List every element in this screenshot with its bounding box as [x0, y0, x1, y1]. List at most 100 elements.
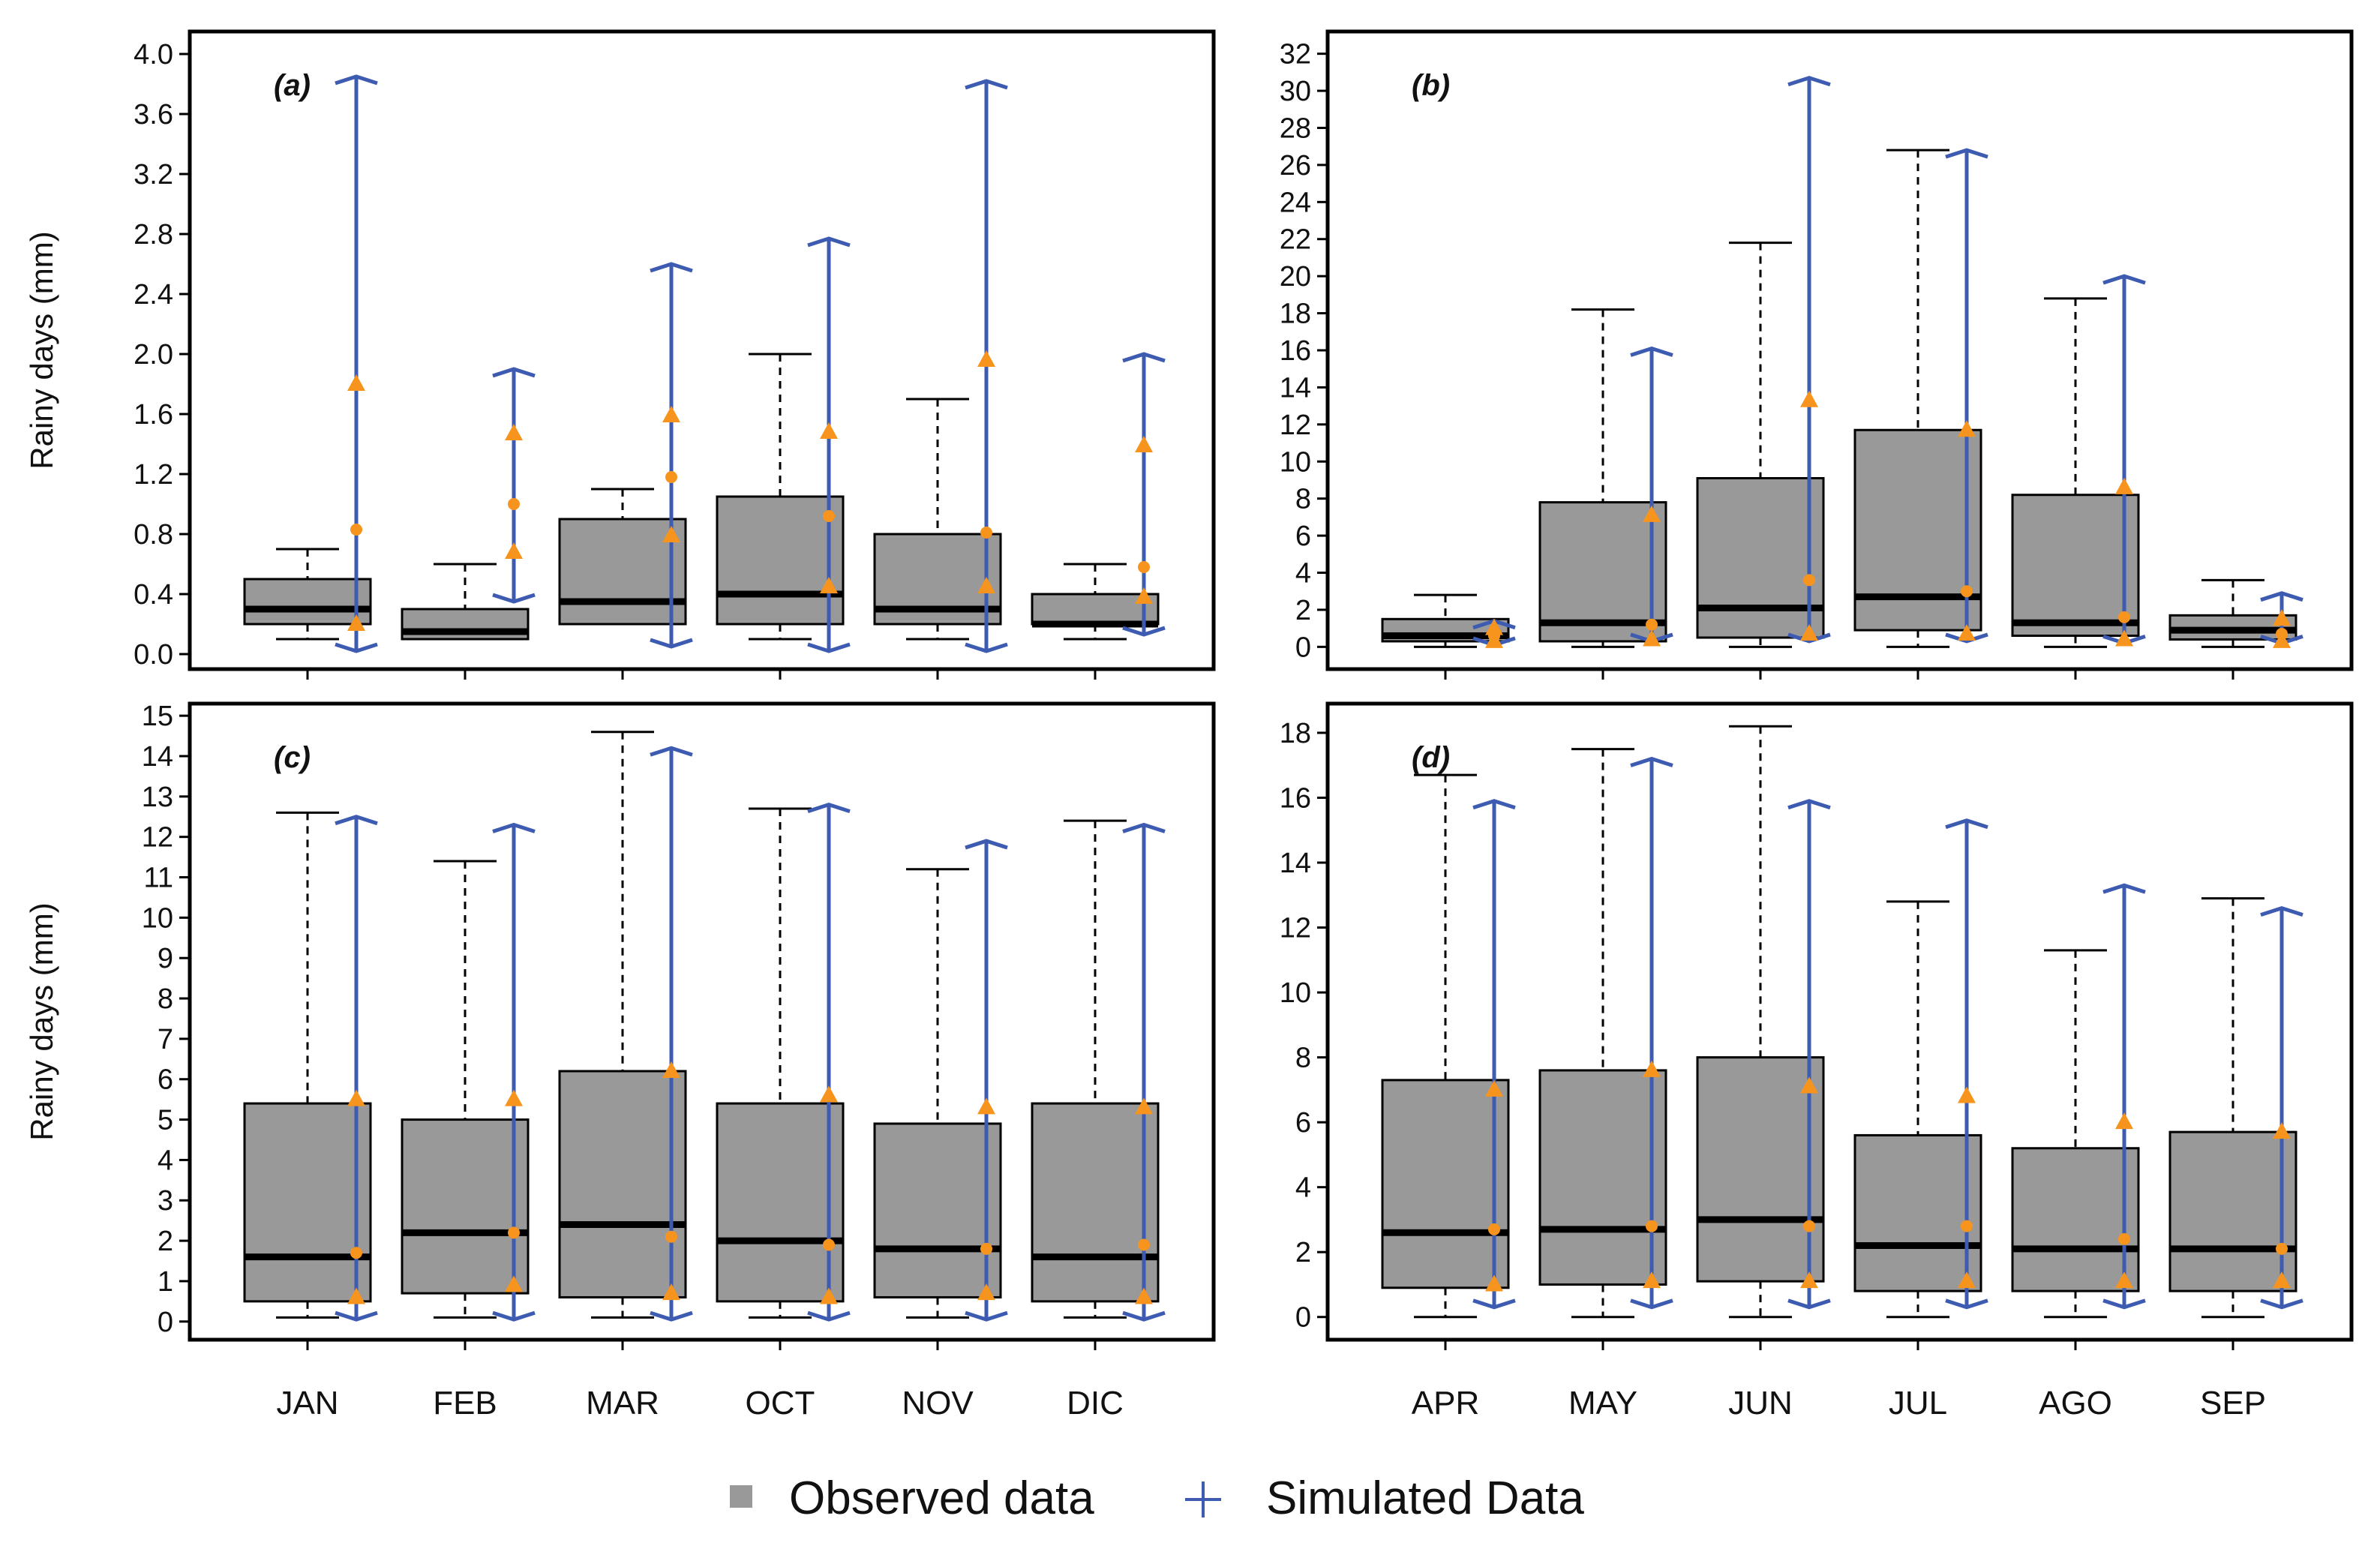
- simulated-range-oct: [807, 236, 851, 653]
- simulated-mid-marker: [2118, 1232, 2130, 1245]
- simulated-high-marker: [2115, 477, 2133, 494]
- y-tick-label: 15: [142, 701, 173, 732]
- simulated-mid-marker: [508, 1226, 520, 1239]
- simulated-low-marker: [347, 1287, 365, 1304]
- simulated-cap-min: [1945, 632, 1988, 644]
- simulated-cap-max: [1122, 352, 1166, 363]
- panel-frame: [1325, 701, 2354, 1342]
- iqr-box: [1031, 593, 1160, 626]
- simulated-cap-min: [335, 642, 378, 653]
- simulated-cap-max: [1472, 799, 1516, 810]
- y-tick-label: 30: [1280, 76, 1311, 107]
- observed-box-jan: [243, 548, 372, 641]
- category-label: NOV: [902, 1385, 974, 1421]
- simulated-range-feb: [492, 822, 536, 1322]
- simulated-high-marker: [2273, 609, 2291, 626]
- simulated-cap-max: [650, 262, 693, 273]
- simulated-cap-max: [650, 746, 693, 757]
- y-tick-label: 8: [1295, 484, 1311, 515]
- simulated-mid-marker: [2276, 1242, 2288, 1255]
- simulated-range-jan: [335, 815, 378, 1322]
- panel-frame: [1325, 29, 2354, 671]
- simulated-high-marker: [1800, 390, 1818, 407]
- category-label: JUN: [1728, 1385, 1793, 1421]
- simulated-high-marker: [347, 1089, 365, 1106]
- simulated-mid-marker: [1961, 1220, 1973, 1232]
- simulated-mid-marker: [2276, 628, 2288, 641]
- simulated-cap-min: [492, 593, 536, 604]
- simulated-range-mar: [650, 746, 693, 1322]
- iqr-box: [716, 1102, 845, 1303]
- simulated-high-marker: [1485, 1079, 1503, 1097]
- simulated-mid-marker: [1488, 1223, 1500, 1235]
- y-tick-label: 0: [1295, 1302, 1311, 1334]
- simulated-low-marker: [347, 614, 365, 631]
- y-tick-label: 14: [1280, 372, 1311, 404]
- simulated-cap-min: [492, 1310, 536, 1322]
- simulated-range-apr: [1472, 618, 1516, 648]
- simulated-cap-max: [335, 74, 378, 86]
- simulated-range-dic: [1122, 352, 1166, 637]
- simulated-high-marker: [2115, 1112, 2133, 1130]
- panel-label: (c): [274, 741, 311, 774]
- simulated-high-marker: [505, 1089, 523, 1106]
- y-tick-label: 10: [1280, 977, 1311, 1009]
- y-tick-label: 8: [158, 983, 173, 1015]
- simulated-high-marker: [662, 1061, 680, 1078]
- y-tick-label: 1.6: [134, 399, 173, 431]
- simulated-low-marker: [2115, 629, 2133, 647]
- simulated-low-marker: [1643, 1271, 1661, 1289]
- y-tick-label: 4: [1295, 1172, 1311, 1204]
- observed-box-jul: [1853, 149, 1982, 648]
- y-tick-label: 22: [1280, 224, 1311, 256]
- simulated-low-marker: [1643, 629, 1661, 647]
- simulated-mid-marker: [1138, 1238, 1150, 1251]
- simulated-high-marker: [977, 1097, 995, 1115]
- category-label: MAY: [1568, 1385, 1637, 1421]
- simulated-mid-marker: [1646, 618, 1658, 631]
- simulated-mid-marker: [350, 524, 362, 536]
- simulated-mid-marker: [350, 1247, 362, 1259]
- observed-box-oct: [716, 807, 845, 1319]
- simulated-range-jun: [1787, 799, 1831, 1310]
- simulated-mid-marker: [665, 1230, 677, 1243]
- y-tick-label: 2.8: [134, 219, 173, 251]
- simulated-range-jul: [1945, 818, 1988, 1310]
- simulated-low-marker: [820, 577, 838, 593]
- simulated-range-nov: [965, 79, 1008, 653]
- iqr-box: [1381, 1079, 1510, 1289]
- y-tick-label: 1.2: [134, 459, 173, 491]
- y-tick-label: 14: [1280, 848, 1311, 879]
- y-tick-label: 0: [1295, 632, 1311, 663]
- simulated-cap-max: [1945, 818, 1988, 830]
- simulated-cap-min: [1945, 1298, 1988, 1310]
- y-axis-label: Rainy days (mm): [24, 231, 59, 469]
- observed-box-mar: [558, 731, 687, 1319]
- category-label: APR: [1412, 1385, 1479, 1421]
- observed-box-nov: [873, 868, 1002, 1319]
- simulated-cap-min: [2102, 1298, 2146, 1310]
- simulated-cap-min: [1472, 1298, 1516, 1310]
- simulated-cap-max: [2102, 274, 2146, 285]
- y-axis-label: Rainy days (mm): [24, 902, 59, 1140]
- simulated-cap-max: [2260, 591, 2303, 602]
- simulated-low-marker: [1135, 1287, 1153, 1304]
- panel-label: (b): [1412, 69, 1450, 102]
- y-tick-label: 5: [158, 1105, 173, 1136]
- observed-box-may: [1538, 748, 1667, 1319]
- y-tick-label: 24: [1280, 187, 1311, 218]
- observed-box-nov: [873, 398, 1002, 641]
- y-tick-label: 28: [1280, 113, 1311, 144]
- simulated-high-marker: [1643, 1060, 1661, 1077]
- legend-observed-label: Observed data: [789, 1472, 1094, 1524]
- y-tick-label: 4: [158, 1145, 173, 1176]
- y-tick-label: 16: [1280, 782, 1311, 814]
- simulated-cap-max: [807, 802, 851, 813]
- simulated-high-marker: [1135, 436, 1153, 452]
- y-tick-label: 10: [142, 902, 173, 934]
- simulated-cap-max: [1787, 76, 1831, 87]
- iqr-box: [1538, 1069, 1667, 1286]
- y-tick-label: 9: [158, 943, 173, 974]
- simulated-cap-max: [807, 236, 851, 248]
- panel-d: 0 2 4 6 8 10 12 14 16 18 (d) APR MAY JUN JUL AGO SEP: [1280, 701, 2354, 1421]
